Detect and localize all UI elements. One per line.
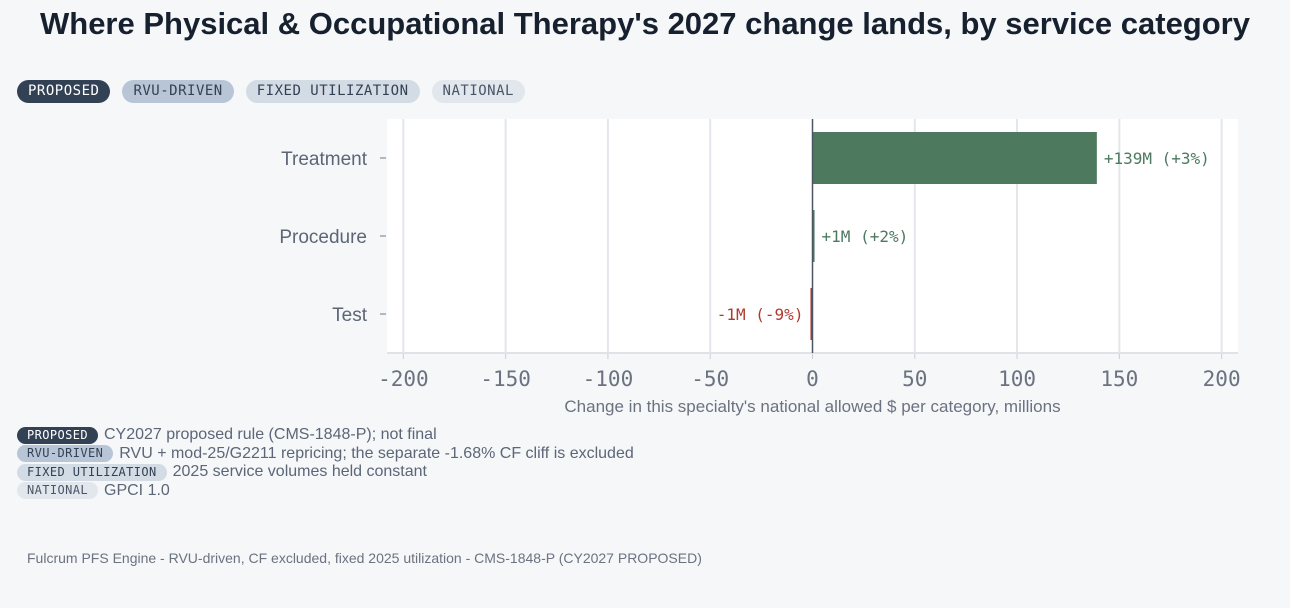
data-label-test: -1M (-9%) [717,305,804,324]
x-tick-label-3: -50 [691,367,729,391]
legend-text-proposed: CY2027 proposed rule (CMS-1848-P); not f… [104,426,437,444]
legend-row-rvu-driven: RVU-DRIVEN RVU + mod-25/G2211 repricing;… [17,445,634,464]
legend-badge-rvu-driven: RVU-DRIVEN [17,445,114,463]
legend-text-fixed-utilization: 2025 service volumes held constant [172,463,427,481]
x-tick-label-4: 0 [806,367,819,391]
x-tick-label-8: 200 [1203,367,1241,391]
data-label-procedure: +1M (+2%) [822,227,909,246]
legend-text-rvu-driven: RVU + mod-25/G2211 repricing; the separa… [119,444,634,462]
bar-chart: -200 -150 -100 -50 0 50 100 150 200 Treatment +139… [279,119,1241,416]
legend-text-national: GPCI 1.0 [104,481,170,499]
legend-row-proposed: PROPOSED CY2027 proposed rule (CMS-1848-… [17,426,634,445]
category-label-test: Test [332,305,368,326]
badge-row: PROPOSED RVU-DRIVEN FIXED UTILIZATION NA… [17,80,525,104]
legend-badge-proposed: PROPOSED [17,426,98,444]
national-badge: NATIONAL [431,80,525,103]
bar-test [810,288,813,340]
fixed-utilization-badge: FIXED UTILIZATION [245,80,420,103]
x-tick-label-7: 150 [1100,367,1138,391]
legend-badge-fixed-utilization: FIXED UTILIZATION [17,463,167,481]
legend-row-national: NATIONAL GPCI 1.0 [17,482,634,501]
data-label-treatment: +139M (+3%) [1104,149,1210,168]
x-tick-label-5: 50 [902,367,927,391]
x-axis-title: Change in this specialty's national allo… [564,397,1060,416]
rvu-driven-badge: RVU-DRIVEN [122,80,234,103]
x-tick-label-2: -100 [583,367,634,391]
proposed-badge: PROPOSED [17,80,111,103]
category-label-treatment: Treatment [281,149,368,170]
source-footer: Fulcrum PFS Engine - RVU-driven, CF excl… [27,550,702,566]
category-label-procedure: Procedure [279,227,367,248]
x-tick-label-0: -200 [378,367,429,391]
legend-badge-national: NATIONAL [17,482,98,500]
legend-row-fixed-utilization: FIXED UTILIZATION 2025 service volumes h… [17,463,634,482]
chart-title: Where Physical & Occupational Therapy's … [40,6,1250,41]
bar-treatment [812,132,1097,184]
legend: PROPOSED CY2027 proposed rule (CMS-1848-… [17,426,634,500]
x-tick-label-1: -150 [480,367,531,391]
x-tick-label-6: 100 [998,367,1036,391]
bar-procedure [812,210,815,262]
